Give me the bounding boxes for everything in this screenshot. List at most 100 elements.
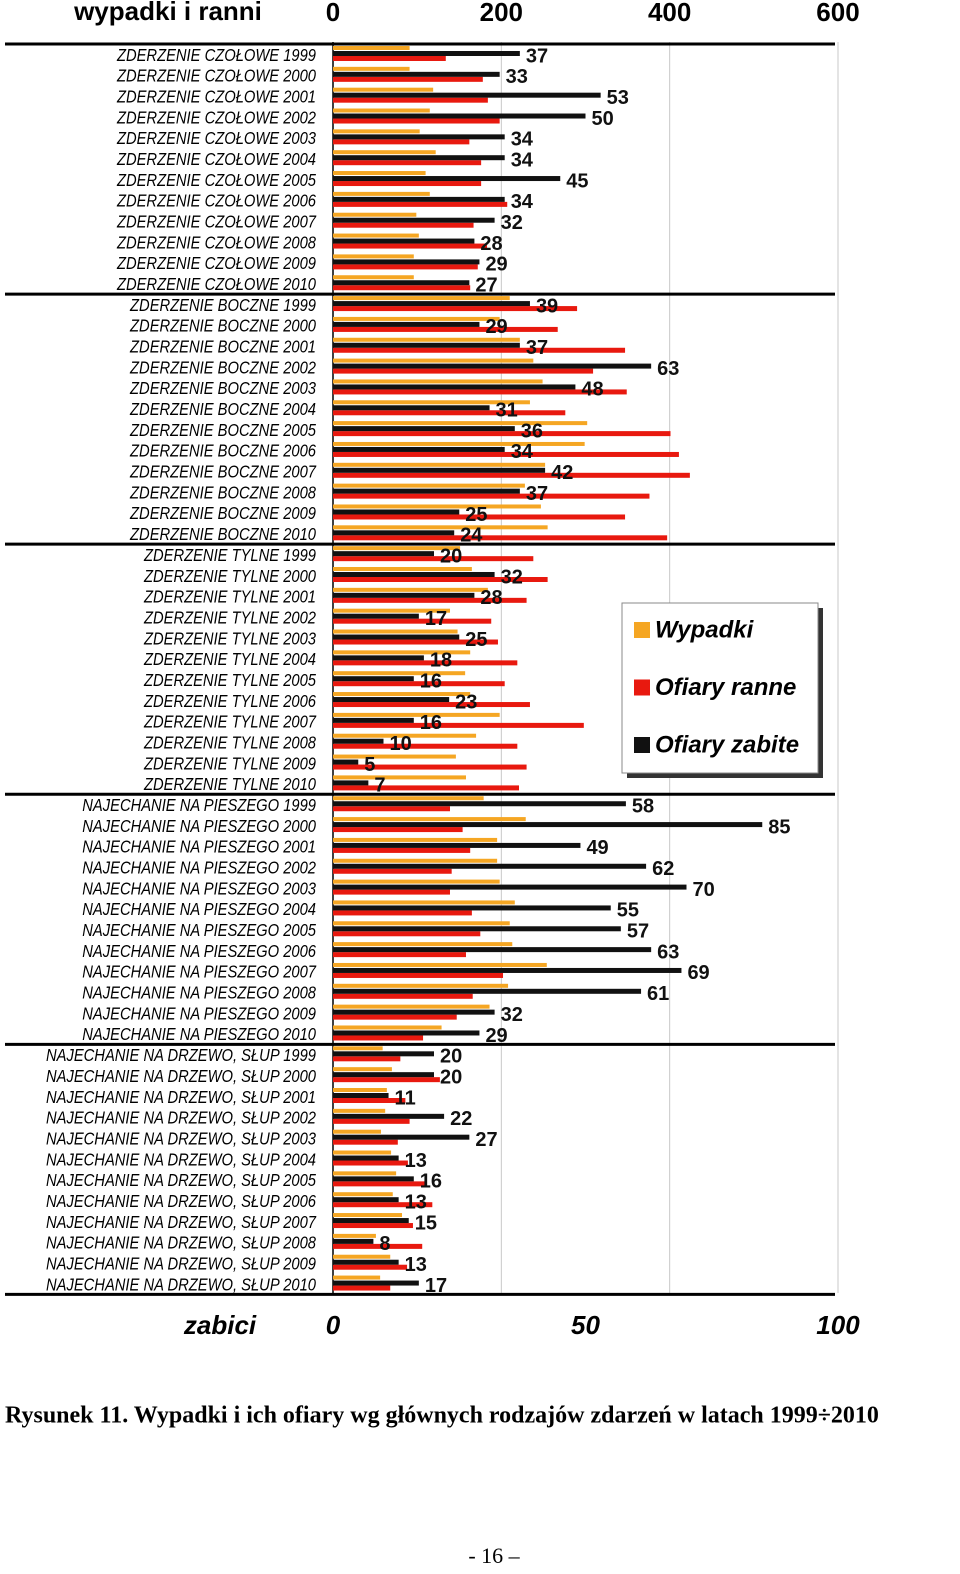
bar [333,592,475,598]
bar [333,421,588,426]
category-label: ZDERZENIE TYLNE 2003 [143,629,316,649]
bar [333,942,513,947]
category-label: ZDERZENIE TYLNE 2005 [143,671,317,691]
category-label: ZDERZENIE TYLNE 2010 [143,775,316,795]
bar [333,238,475,244]
category-label: ZDERZENIE CZOŁOWE 2002 [116,108,316,128]
bar [333,822,763,828]
category-label: NAJECHANIE NA PIESZEGO 2008 [82,983,316,1003]
bar [333,280,470,286]
bar [333,134,505,140]
value-label: 8 [379,1233,390,1255]
bar [333,1223,413,1229]
bar [333,842,581,848]
bar [333,931,481,937]
bar [333,947,652,953]
bar [333,301,530,307]
bar [333,525,548,530]
category-label: ZDERZENIE BOCZNE 2009 [129,504,316,524]
bar [333,296,510,301]
bar [333,1098,406,1103]
bar [333,671,466,676]
bar [333,530,455,536]
bar [333,488,520,494]
category-label: ZDERZENIE CZOŁOWE 1999 [116,45,316,65]
value-label: 29 [485,316,507,338]
bar [333,535,668,541]
x2-tick-label: 0 [326,1310,341,1340]
bar [333,400,530,405]
bar [333,817,526,822]
bar [333,1275,381,1280]
bar [333,212,417,217]
bar [333,446,505,452]
value-label: 7 [374,775,385,797]
bar [333,201,508,207]
category-label: NAJECHANIE NA DRZEWO, SŁUP 2009 [46,1254,316,1274]
category-label: NAJECHANIE NA PIESZEGO 2005 [82,921,316,941]
bar [333,410,566,416]
bar [333,389,627,395]
bar [333,868,452,874]
x-tick-label: 600 [816,0,859,27]
legend-swatch [634,679,650,696]
x2-tick-label: 100 [816,1310,860,1340]
category-label: NAJECHANIE NA DRZEWO, SŁUP 2007 [46,1212,317,1232]
bar [333,264,478,270]
value-label: 23 [455,691,477,713]
bar [333,1238,374,1244]
bar [333,1254,391,1259]
bar [333,1134,470,1140]
bar [333,337,520,342]
bar [333,1285,391,1291]
category-label: NAJECHANIE NA DRZEWO, SŁUP 2008 [46,1233,317,1253]
category-label: NAJECHANIE NA PIESZEGO 2004 [82,900,316,920]
bar [333,983,509,988]
bar [333,587,488,592]
value-label: 53 [607,87,629,109]
bar [333,952,466,958]
category-label: ZDERZENIE TYLNE 2004 [143,650,316,670]
category-label: ZDERZENIE BOCZNE 2002 [129,358,316,378]
bar [333,733,477,738]
value-label: 63 [657,358,679,380]
value-label: 25 [465,629,487,651]
bar [333,692,471,697]
category-label: NAJECHANIE NA PIESZEGO 2003 [82,879,316,899]
value-label: 48 [581,379,603,401]
bar [333,118,500,124]
category-label: ZDERZENIE CZOŁOWE 2009 [116,254,316,274]
bar [333,363,652,369]
bar [333,556,534,562]
bar [333,1009,495,1015]
bar [333,426,515,432]
bar [333,243,488,249]
bar [333,1025,442,1030]
bar [333,697,450,703]
value-label: 28 [480,587,502,609]
bar [333,504,541,509]
bar [333,1088,387,1092]
bar [333,660,518,666]
bar [333,76,483,82]
value-label: 33 [506,66,528,88]
category-label: NAJECHANIE NA PIESZEGO 1999 [82,796,316,816]
category-label: ZDERZENIE CZOŁOWE 2001 [116,87,316,107]
bar [333,993,473,999]
value-label: 29 [485,254,507,276]
category-label: NAJECHANIE NA PIESZEGO 2006 [82,942,316,962]
category-label: ZDERZENIE CZOŁOWE 2000 [116,66,316,86]
bar [333,1046,383,1051]
value-label: 16 [420,1171,442,1193]
bar [333,46,410,50]
page-number: - 16 – [468,1543,520,1568]
bar [333,1176,414,1182]
bar [333,1264,408,1270]
bar [333,347,626,353]
bar [333,722,584,728]
bar [333,176,561,182]
bar [333,139,470,145]
bar [333,988,642,994]
category-label: ZDERZENIE TYLNE 1999 [143,546,316,566]
bar [333,1056,401,1062]
